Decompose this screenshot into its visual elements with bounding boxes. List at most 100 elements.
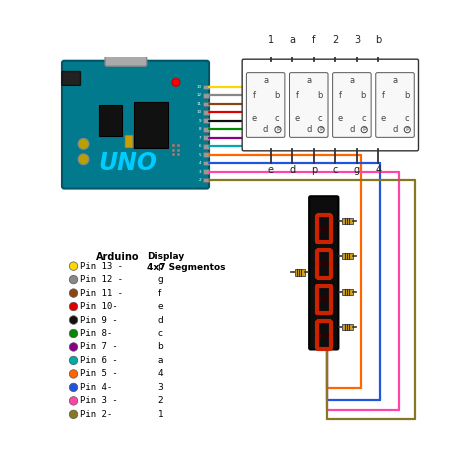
Bar <box>203 110 209 115</box>
Text: Pin 11 -: Pin 11 - <box>81 289 129 298</box>
Text: p: p <box>310 164 317 175</box>
Text: Pin 13 -: Pin 13 - <box>81 262 129 271</box>
Circle shape <box>69 316 78 324</box>
Text: g: g <box>157 275 163 284</box>
Text: P: P <box>406 127 409 132</box>
Text: d: d <box>306 125 311 134</box>
Circle shape <box>69 275 78 284</box>
FancyBboxPatch shape <box>105 48 146 66</box>
Text: d: d <box>349 125 355 134</box>
Circle shape <box>69 356 78 365</box>
Text: b: b <box>157 343 163 352</box>
FancyBboxPatch shape <box>376 73 414 137</box>
Circle shape <box>69 397 78 405</box>
Text: Display
4x7 Segmentos: Display 4x7 Segmentos <box>147 252 226 273</box>
Text: c: c <box>361 114 366 123</box>
Text: g: g <box>354 164 360 175</box>
Text: P: P <box>276 127 280 132</box>
Bar <box>177 148 180 152</box>
Text: 3: 3 <box>199 170 201 173</box>
Text: 2: 2 <box>332 36 338 46</box>
Bar <box>203 84 209 89</box>
Text: 12: 12 <box>196 93 201 97</box>
Text: f: f <box>312 36 316 46</box>
Text: c: c <box>157 329 163 338</box>
Text: 1: 1 <box>268 36 273 46</box>
Text: Pin 4-: Pin 4- <box>81 383 129 392</box>
Text: e: e <box>268 164 273 175</box>
FancyBboxPatch shape <box>125 136 133 148</box>
Bar <box>203 93 209 98</box>
Bar <box>294 269 305 275</box>
Bar <box>203 136 209 140</box>
Bar <box>203 152 209 157</box>
Text: 4: 4 <box>157 369 163 378</box>
Circle shape <box>172 78 180 86</box>
Bar <box>177 144 180 147</box>
Text: c: c <box>404 114 409 123</box>
Text: p: p <box>157 262 163 271</box>
Text: Pin 9 -: Pin 9 - <box>81 316 129 325</box>
Text: 2: 2 <box>157 396 163 405</box>
FancyBboxPatch shape <box>246 73 285 137</box>
Circle shape <box>69 289 78 297</box>
Text: f: f <box>339 91 342 100</box>
Text: P: P <box>363 127 366 132</box>
Bar <box>172 153 175 156</box>
Text: 8: 8 <box>199 127 201 131</box>
Text: a: a <box>157 356 163 365</box>
Circle shape <box>69 383 78 392</box>
Text: c: c <box>333 164 338 175</box>
Bar <box>134 101 168 148</box>
Text: Arduino: Arduino <box>96 252 139 262</box>
Circle shape <box>78 154 89 164</box>
Text: e: e <box>381 114 386 123</box>
Text: 3: 3 <box>157 383 163 392</box>
Text: f: f <box>296 91 299 100</box>
Text: d: d <box>289 164 295 175</box>
FancyBboxPatch shape <box>309 196 338 349</box>
Text: d: d <box>157 316 163 325</box>
Text: 3: 3 <box>354 36 360 46</box>
Text: 2: 2 <box>199 178 201 182</box>
Text: a: a <box>349 76 355 85</box>
Circle shape <box>69 370 78 378</box>
Text: 4: 4 <box>199 161 201 165</box>
Text: a: a <box>289 36 295 46</box>
Text: Pin 2-: Pin 2- <box>81 410 129 419</box>
FancyBboxPatch shape <box>62 61 209 189</box>
Text: Pin 8-: Pin 8- <box>81 329 129 338</box>
Text: Pin 7 -: Pin 7 - <box>81 343 129 352</box>
Bar <box>203 101 209 106</box>
Text: 11: 11 <box>196 102 201 106</box>
Text: a: a <box>306 76 311 85</box>
Circle shape <box>69 262 78 270</box>
Text: e: e <box>157 302 163 311</box>
Bar <box>203 144 209 148</box>
Text: 4: 4 <box>375 164 382 175</box>
Text: a: a <box>392 76 398 85</box>
Text: e: e <box>294 114 300 123</box>
Bar <box>342 289 353 295</box>
Text: e: e <box>337 114 343 123</box>
Bar <box>342 324 353 330</box>
FancyBboxPatch shape <box>242 59 419 151</box>
Text: Pin 10-: Pin 10- <box>81 302 123 311</box>
FancyBboxPatch shape <box>333 73 371 137</box>
Circle shape <box>69 302 78 311</box>
Bar <box>203 161 209 165</box>
Bar <box>172 148 175 152</box>
Text: c: c <box>318 114 323 123</box>
Text: 5: 5 <box>199 153 201 157</box>
Text: 1: 1 <box>157 410 163 419</box>
Circle shape <box>69 343 78 351</box>
Bar <box>203 169 209 174</box>
Text: 7: 7 <box>199 136 201 140</box>
Bar <box>203 178 209 182</box>
Text: d: d <box>392 125 398 134</box>
Text: 13: 13 <box>196 85 201 89</box>
Text: Pin 5 -: Pin 5 - <box>81 369 129 378</box>
Text: b: b <box>361 91 366 100</box>
Text: P: P <box>319 127 323 132</box>
Bar <box>99 105 122 136</box>
